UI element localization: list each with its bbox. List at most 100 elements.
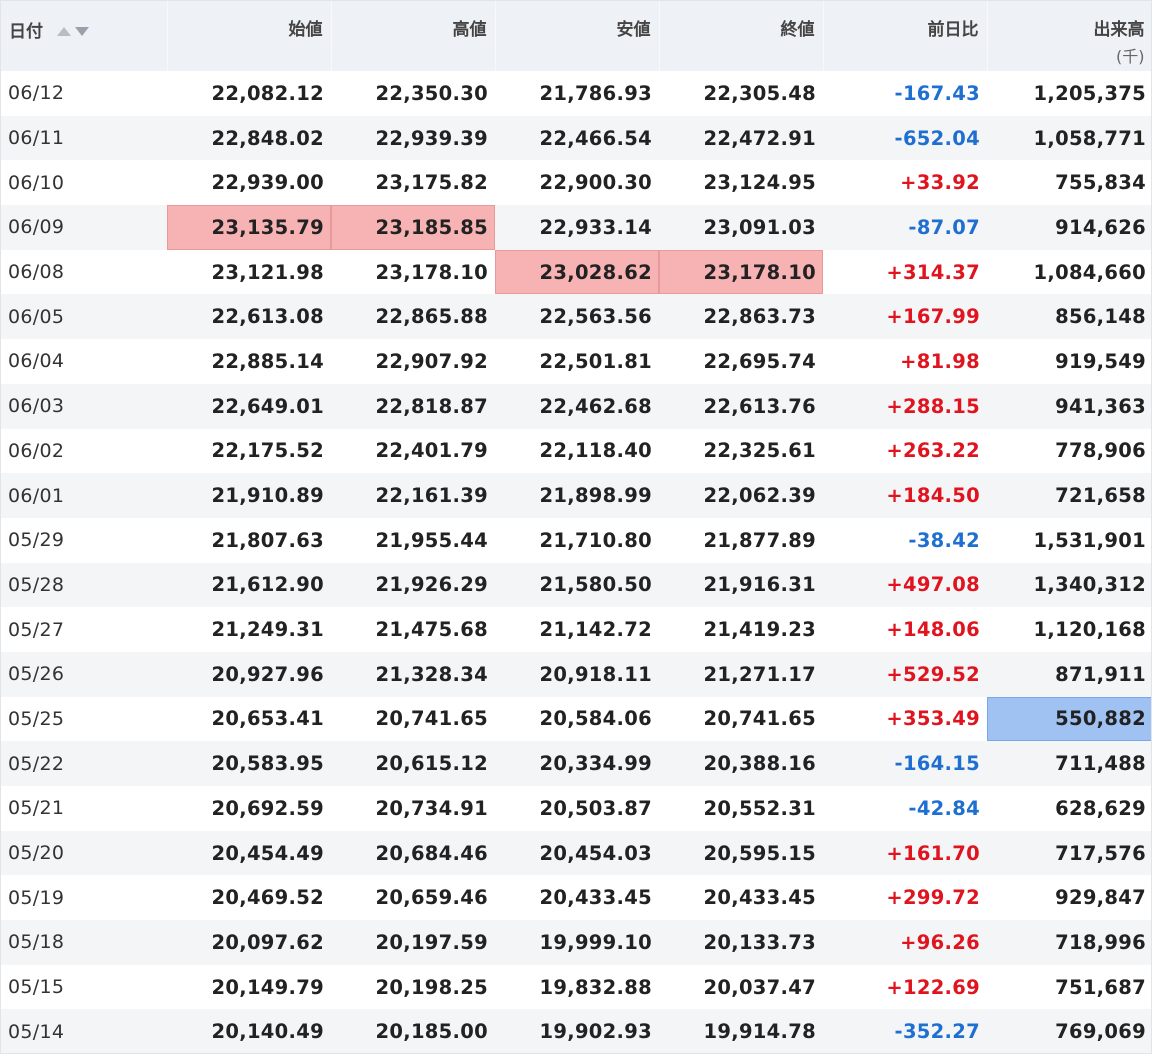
cell-volume: 871,911 [987, 651, 1151, 697]
cell-low: 23,028.62 [495, 249, 659, 295]
cell-low: 19,832.88 [539, 975, 652, 999]
table-body: 06/12 22,082.12 22,350.30 21,786.93 22,305.4… [1, 71, 1151, 1053]
cell-close: 22,863.73 [659, 294, 823, 340]
cell-low: 22,118.40 [539, 439, 652, 463]
cell-volume: 919,549 [1055, 349, 1146, 373]
cell-high: 22,939.39 [331, 115, 495, 161]
cell-low: 21,142.72 [539, 618, 652, 642]
table-row: 06/10 22,939.00 23,175.82 22,900.30 23,124.9… [1, 160, 1151, 205]
cell-open: 20,149.79 [211, 975, 324, 999]
table-row: 05/25 20,653.41 20,741.65 20,584.06 20,741.6… [1, 696, 1151, 742]
cell-volume: 628,629 [1055, 796, 1146, 820]
cell-open: 20,140.49 [167, 1009, 331, 1053]
cell-change: -652.04 [823, 115, 987, 161]
table-row: 05/21 20,692.59 20,734.91 20,503.87 20,552.3… [1, 786, 1151, 831]
cell-open: 22,175.52 [211, 439, 324, 463]
cell-low: 22,462.68 [495, 383, 659, 429]
cell-volume: 929,847 [1055, 886, 1146, 910]
column-header-change[interactable]: 前日比 [823, 1, 988, 71]
cell-close: 20,133.73 [659, 920, 823, 965]
cell-high: 20,734.91 [375, 796, 488, 820]
cell-low: 22,933.14 [495, 205, 659, 250]
cell-change: -87.07 [823, 205, 987, 250]
cell-close: 23,091.03 [659, 205, 823, 250]
cell-open: 22,885.14 [211, 349, 324, 373]
cell-date: 05/18 [1, 920, 167, 965]
cell-low: 20,334.99 [495, 741, 659, 786]
cell-change: +122.69 [886, 975, 980, 999]
cell-date: 05/21 [8, 797, 65, 820]
column-header-low[interactable]: 安値 [495, 1, 660, 71]
sort-control[interactable] [56, 21, 93, 41]
table-row: 05/28 21,612.90 21,926.29 21,580.50 21,916.3… [1, 562, 1151, 608]
cell-change: -164.15 [823, 741, 987, 786]
cell-volume: 914,626 [987, 205, 1151, 250]
cell-volume: 1,340,312 [987, 562, 1151, 608]
cell-high: 21,955.44 [375, 528, 488, 552]
cell-close: 21,877.89 [703, 528, 816, 552]
cell-high: 21,328.34 [331, 651, 495, 697]
cell-volume: 769,069 [987, 1009, 1151, 1053]
cell-close: 23,178.10 [659, 249, 823, 295]
cell-high: 22,907.92 [375, 349, 488, 373]
table-row: 05/15 20,149.79 20,198.25 19,832.88 20,037.4… [1, 965, 1151, 1010]
cell-close: 20,433.45 [703, 886, 816, 910]
cell-change: +81.98 [900, 349, 980, 373]
cell-change: +497.08 [823, 562, 987, 608]
cell-date: 05/27 [8, 618, 65, 641]
cell-high: 20,197.59 [331, 920, 495, 965]
cell-date: 05/22 [1, 741, 167, 786]
cell-volume: 1,531,901 [1033, 528, 1146, 552]
cell-close: 23,124.95 [703, 171, 816, 195]
cell-date: 06/10 [8, 171, 65, 194]
column-header-volume-label: 出来高 [1093, 20, 1145, 40]
table-row: 06/04 22,885.14 22,907.92 22,501.81 22,695.7… [1, 339, 1151, 384]
cell-volume: 1,120,168 [1033, 618, 1146, 642]
cell-change: -42.84 [908, 796, 980, 820]
sort-ascending-icon[interactable] [56, 27, 71, 36]
cell-date: 06/08 [8, 261, 65, 284]
cell-high: 22,865.88 [331, 294, 495, 340]
cell-close: 21,419.23 [703, 618, 816, 642]
column-header-high[interactable]: 高値 [331, 1, 496, 71]
cell-change: +96.26 [823, 920, 987, 965]
table-row: 05/29 21,807.63 21,955.44 21,710.80 21,877.8… [1, 518, 1151, 563]
cell-date: 06/04 [8, 350, 65, 373]
cell-low: 20,454.03 [495, 830, 659, 876]
cell-low: 21,580.50 [495, 562, 659, 608]
cell-open: 22,939.00 [211, 171, 324, 195]
cell-change: +33.92 [900, 171, 980, 195]
column-header-volume[interactable]: 出来高 (千) [987, 1, 1151, 71]
cell-change: -38.42 [908, 528, 980, 552]
column-header-close[interactable]: 終値 [659, 1, 824, 71]
sort-descending-icon[interactable] [74, 27, 89, 36]
cell-volume: 751,687 [1055, 975, 1146, 999]
cell-high: 20,615.12 [331, 741, 495, 786]
cell-open: 23,121.98 [211, 260, 324, 284]
cell-close: 21,916.31 [659, 562, 823, 608]
cell-high: 20,198.25 [375, 975, 488, 999]
cell-close: 22,613.76 [659, 383, 823, 429]
cell-date: 05/14 [1, 1009, 167, 1053]
cell-close: 19,914.78 [659, 1009, 823, 1053]
table-row: 05/18 20,097.62 20,197.59 19,999.10 20,133.7… [1, 920, 1151, 965]
cell-volume: 718,996 [987, 920, 1151, 965]
cell-low: 21,786.93 [539, 81, 652, 105]
cell-volume: 1,058,771 [987, 115, 1151, 161]
cell-open: 20,454.49 [167, 830, 331, 876]
table-row: 06/11 22,848.02 22,939.39 22,466.54 22,472.9… [1, 115, 1151, 161]
cell-open: 20,653.41 [211, 707, 324, 731]
table-row: 06/01 21,910.89 22,161.39 21,898.99 22,062.3… [1, 473, 1151, 518]
cell-close: 20,037.47 [703, 975, 816, 999]
cell-change: +529.52 [823, 651, 987, 697]
column-header-open[interactable]: 始値 [167, 1, 332, 71]
table-row: 06/03 22,649.01 22,818.87 22,462.68 22,613.7… [1, 383, 1151, 429]
cell-date: 05/26 [1, 651, 167, 697]
cell-date: 05/19 [8, 886, 65, 909]
cell-high: 22,818.87 [331, 383, 495, 429]
cell-open: 20,927.96 [167, 651, 331, 697]
table-row: 06/02 22,175.52 22,401.79 22,118.40 22,325.6… [1, 429, 1151, 474]
column-header-date[interactable]: 日付 [1, 1, 168, 71]
